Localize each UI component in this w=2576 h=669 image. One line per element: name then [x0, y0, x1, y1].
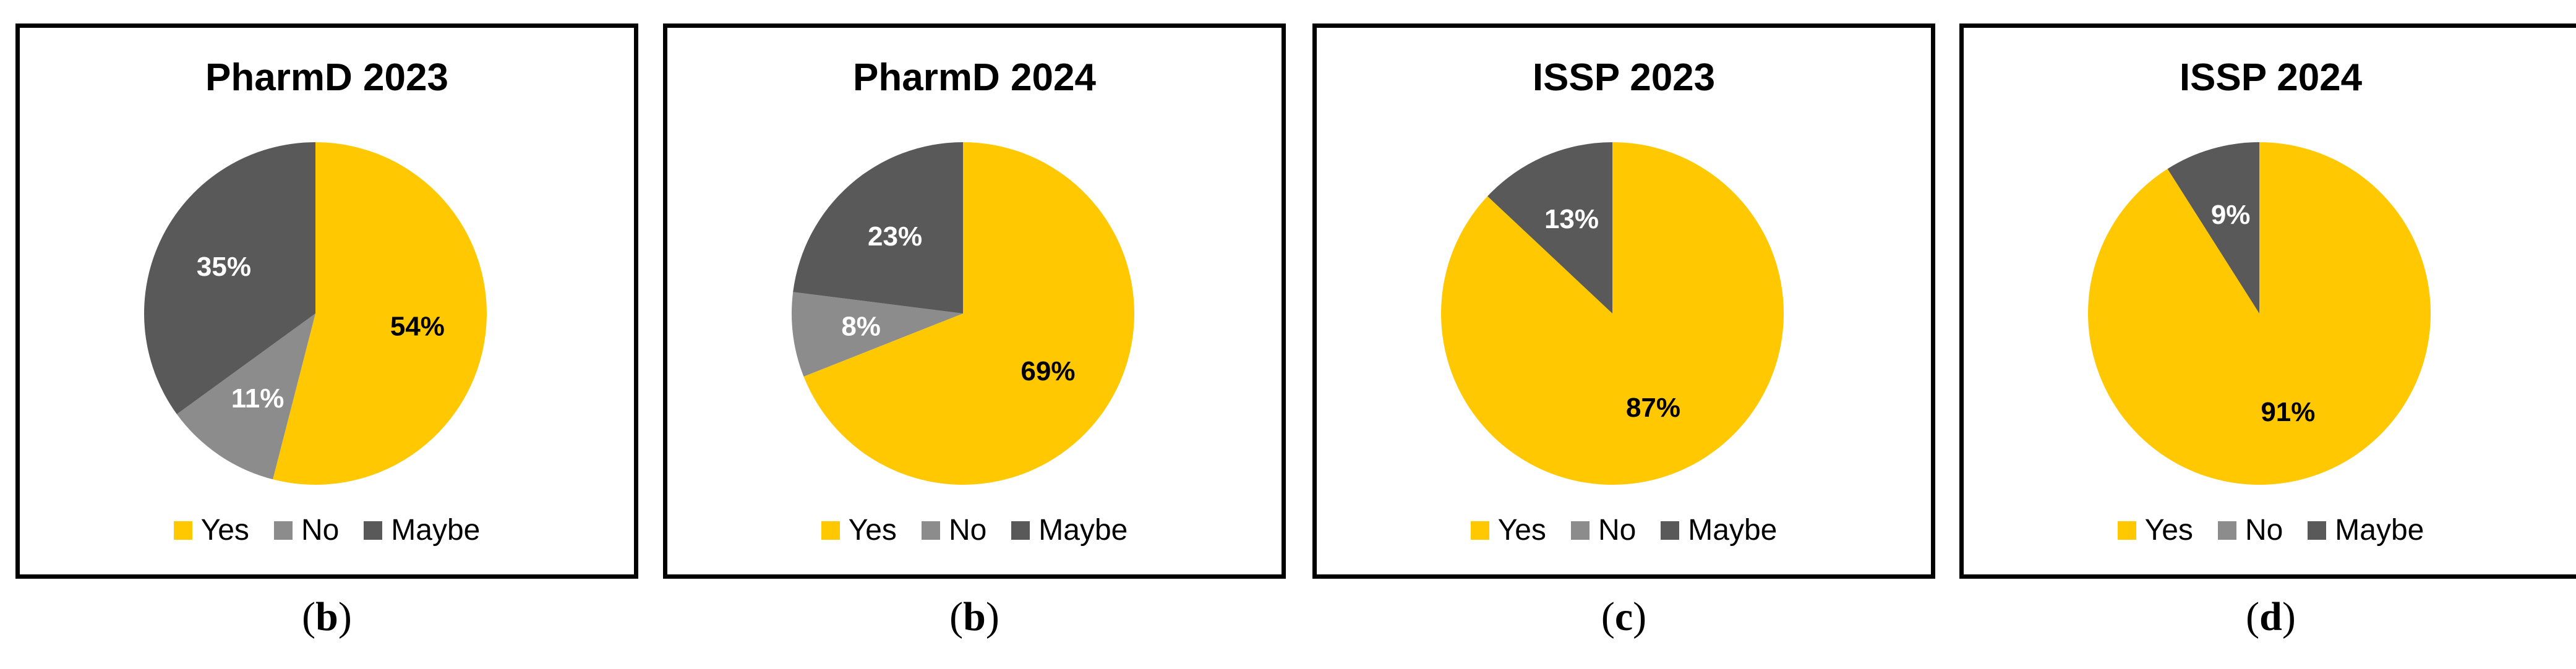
caption-c: (c)	[1601, 594, 1647, 639]
legend-label-no: No	[1598, 514, 1637, 547]
chart-legend: Yes No Maybe	[667, 513, 1282, 547]
legend-swatch-yes	[173, 521, 192, 540]
data-label-maybe: 9%	[2211, 200, 2251, 230]
legend-item-maybe: Maybe	[1661, 513, 1777, 547]
legend-item-maybe: Maybe	[364, 513, 480, 547]
pie-chart: 91% 9%	[2088, 142, 2431, 485]
caption-letter: c	[1614, 594, 1633, 639]
legend-label-yes: Yes	[200, 514, 249, 547]
legend-swatch-maybe	[1661, 521, 1680, 540]
legend-swatch-maybe	[1011, 521, 1030, 540]
chart-legend: Yes No Maybe	[1964, 513, 2576, 547]
legend-label-no: No	[301, 514, 340, 547]
legend-item-no: No	[1570, 513, 1637, 547]
pie-slice-yes	[803, 142, 1134, 485]
legend-swatch-no	[273, 521, 293, 540]
chart-legend: Yes No Maybe	[20, 513, 634, 547]
legend-item-yes: Yes	[1470, 513, 1546, 547]
data-label-yes: 69%	[1021, 356, 1075, 386]
legend-swatch-yes	[2117, 521, 2136, 540]
legend-label-maybe: Maybe	[1038, 514, 1128, 547]
legend-swatch-no	[1570, 521, 1590, 540]
data-label-maybe: 35%	[197, 252, 251, 282]
chart-panel-d: ISSP 2024 91% 9% Yes No Maybe	[1959, 23, 2576, 579]
caption-b: (b)	[949, 594, 999, 639]
chart-title: PharmD 2024	[853, 56, 1096, 99]
data-label-maybe: 23%	[868, 221, 922, 252]
caption-a: (b)	[302, 594, 352, 639]
legend-label-yes: Yes	[2144, 514, 2193, 547]
chart-legend: Yes No Maybe	[1317, 513, 1931, 547]
chart-title: ISSP 2023	[1532, 56, 1716, 99]
legend-swatch-no	[921, 521, 940, 540]
chart-title: PharmD 2023	[205, 56, 448, 99]
pie-slice-maybe	[793, 142, 963, 313]
pie-slice-no	[176, 313, 315, 480]
data-label-maybe: 13%	[1544, 204, 1599, 234]
legend-item-no: No	[273, 513, 340, 547]
legend-label-no: No	[948, 514, 987, 547]
legend-label-no: No	[2244, 514, 2283, 547]
chart-panel-c: ISSP 2023 87% 13% Yes No Maybe	[1312, 23, 1935, 579]
data-label-no: 8%	[841, 311, 881, 341]
chart-title: ISSP 2024	[2179, 56, 2363, 99]
legend-label-maybe: Maybe	[1688, 514, 1778, 547]
pie-slice-no	[792, 292, 963, 377]
data-label-yes: 54%	[390, 311, 445, 341]
legend-item-yes: Yes	[2117, 513, 2193, 547]
legend-swatch-maybe	[2308, 521, 2327, 540]
legend-label-maybe: Maybe	[391, 514, 481, 547]
caption-letter: b	[963, 594, 986, 639]
pie-chart: 69% 8% 23%	[792, 142, 1134, 485]
data-label-no: 11%	[231, 383, 285, 414]
legend-item-yes: Yes	[173, 513, 249, 547]
legend-swatch-yes	[1470, 521, 1489, 540]
pie-chart: 54% 11% 35%	[144, 142, 487, 485]
legend-item-no: No	[921, 513, 987, 547]
legend-label-yes: Yes	[1497, 514, 1546, 547]
legend-swatch-no	[2217, 521, 2236, 540]
legend-item-yes: Yes	[821, 513, 897, 547]
data-label-yes: 91%	[2261, 397, 2315, 427]
pie-chart: 87% 13%	[1441, 142, 1784, 485]
legend-swatch-maybe	[364, 521, 383, 540]
caption-d: (d)	[2246, 594, 2296, 639]
legend-swatch-yes	[821, 521, 840, 540]
legend-item-maybe: Maybe	[2308, 513, 2424, 547]
legend-label-maybe: Maybe	[2335, 514, 2424, 547]
legend-label-yes: Yes	[848, 514, 897, 547]
pie-slice-maybe	[2167, 142, 2259, 313]
data-label-yes: 87%	[1626, 393, 1680, 423]
caption-letter: b	[315, 594, 338, 639]
chart-panel-b: PharmD 2024 69% 8% 23% Yes No Maybe	[663, 23, 1286, 579]
chart-panel-a: PharmD 2023 54% 11% 35% Yes No Maybe	[15, 23, 638, 579]
pie-slice-maybe	[144, 142, 315, 414]
legend-item-maybe: Maybe	[1011, 513, 1128, 547]
caption-letter: d	[2259, 594, 2282, 639]
pie-slice-maybe	[1487, 142, 1612, 313]
pie-slice-yes	[273, 142, 487, 485]
legend-item-no: No	[2217, 513, 2283, 547]
